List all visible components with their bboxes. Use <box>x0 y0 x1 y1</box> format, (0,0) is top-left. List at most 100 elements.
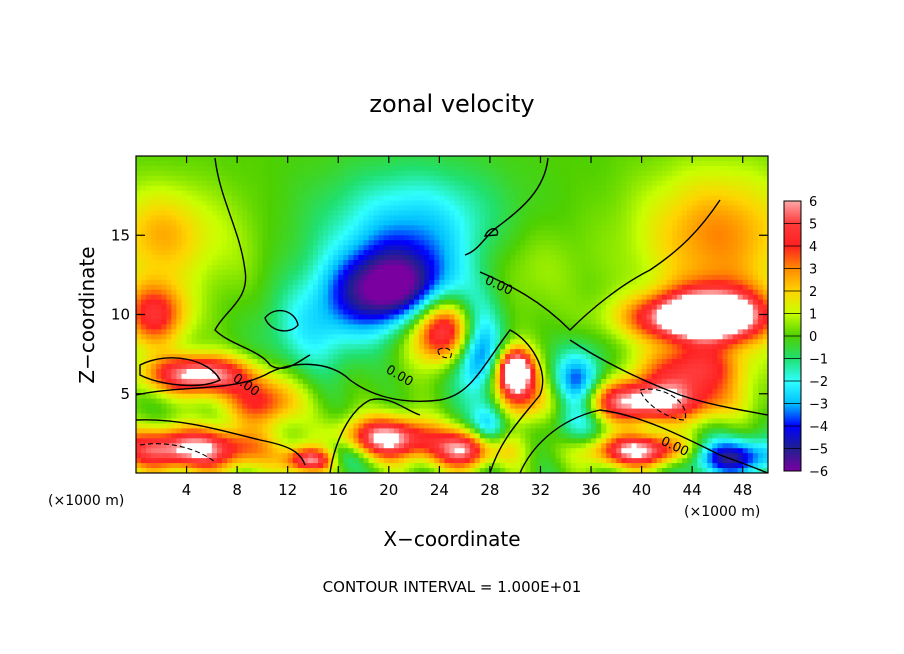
heatmap-cell <box>717 210 724 217</box>
heatmap-cell <box>479 274 486 281</box>
heatmap-cell <box>474 269 481 276</box>
heatmap-cell <box>752 165 759 172</box>
heatmap-cell <box>201 215 208 221</box>
heatmap-cell <box>752 304 759 311</box>
heatmap-cell <box>601 235 607 241</box>
heatmap-cell <box>302 299 309 306</box>
heatmap-cell <box>651 289 658 296</box>
heatmap-cell <box>191 180 198 187</box>
heatmap-cell <box>434 175 440 182</box>
heatmap-cell <box>661 245 668 251</box>
heatmap-cell <box>312 260 319 266</box>
heatmap-cell <box>257 274 263 281</box>
heatmap-cell <box>181 165 188 172</box>
heatmap-cell <box>409 309 415 316</box>
heatmap-cell <box>651 240 658 246</box>
heatmap-cell <box>161 299 167 306</box>
heatmap-cell <box>500 284 506 291</box>
heatmap-cell <box>702 215 708 221</box>
heatmap-cell <box>494 185 501 192</box>
heatmap-cell <box>515 329 521 335</box>
heatmap-cell <box>393 299 400 306</box>
heatmap-cell <box>611 294 617 301</box>
heatmap-cell <box>626 175 633 182</box>
heatmap-cell <box>191 185 198 192</box>
heatmap-cell <box>722 195 729 202</box>
heatmap-cell <box>373 279 380 286</box>
heatmap-cell <box>429 299 435 306</box>
heatmap-cell <box>747 304 754 311</box>
heatmap-cell <box>282 190 289 197</box>
heatmap-cell <box>383 314 390 321</box>
heatmap-cell <box>287 289 294 296</box>
heatmap-cell <box>591 329 597 335</box>
heatmap-cell <box>439 205 446 212</box>
heatmap-cell <box>444 165 451 172</box>
heatmap-cell <box>671 170 678 177</box>
heatmap-cell <box>292 269 299 276</box>
heatmap-cell <box>565 260 572 266</box>
heatmap-cell <box>621 200 628 207</box>
heatmap-cell <box>146 235 152 241</box>
heatmap-cell <box>292 180 299 187</box>
heatmap-cell <box>237 245 243 251</box>
heatmap-cell <box>626 309 633 316</box>
heatmap-cell <box>722 294 729 301</box>
heatmap-cell <box>206 294 213 301</box>
heatmap-cell <box>575 339 582 345</box>
heatmap-cell <box>146 314 152 321</box>
heatmap-cell <box>687 284 693 291</box>
heatmap-cell <box>555 299 562 306</box>
heatmap-cell <box>388 210 395 217</box>
heatmap-cell <box>282 260 289 266</box>
heatmap-cell <box>747 175 754 182</box>
heatmap-cell <box>307 329 314 335</box>
heatmap-cell <box>232 250 238 256</box>
heatmap-cell <box>671 190 678 197</box>
heatmap-cell <box>333 175 339 182</box>
heatmap-cell <box>641 319 648 325</box>
heatmap-cell <box>697 185 703 192</box>
heatmap-cell <box>211 274 218 281</box>
heatmap-cell <box>373 294 380 301</box>
heatmap-cell <box>237 260 243 266</box>
heatmap-cell <box>479 284 486 291</box>
heatmap-cell <box>727 260 734 266</box>
heatmap-cell <box>494 170 501 177</box>
heatmap-cell <box>403 349 410 355</box>
heatmap-cell <box>419 349 425 355</box>
heatmap-cell <box>166 175 172 182</box>
heatmap-cell <box>692 344 698 350</box>
heatmap-cell <box>484 210 491 217</box>
heatmap-cell <box>373 180 380 187</box>
heatmap-cell <box>580 329 587 335</box>
heatmap-cell <box>621 339 628 345</box>
heatmap-cell <box>206 255 213 261</box>
heatmap-cell <box>621 180 628 187</box>
heatmap-cell <box>312 349 319 355</box>
heatmap-cell <box>363 195 370 202</box>
heatmap-cell <box>510 165 516 172</box>
heatmap-cell <box>252 215 258 221</box>
heatmap-cell <box>510 255 516 261</box>
heatmap-cell <box>682 220 688 226</box>
heatmap-cell <box>727 165 734 172</box>
heatmap-cell <box>762 334 768 340</box>
heatmap-cell <box>196 344 203 350</box>
heatmap-cell <box>368 160 375 167</box>
heatmap-cell <box>262 160 269 167</box>
heatmap-cell <box>363 274 370 281</box>
heatmap-cell <box>596 220 602 226</box>
heatmap-cell <box>227 215 233 221</box>
heatmap-cell <box>646 324 653 330</box>
heatmap-cell <box>671 180 678 187</box>
heatmap-cell <box>661 215 668 221</box>
heatmap-cell <box>388 260 395 266</box>
heatmap-cell <box>287 160 294 167</box>
heatmap-cell <box>616 260 622 266</box>
heatmap-cell <box>474 225 481 231</box>
heatmap-cell <box>540 156 547 162</box>
heatmap-cell <box>186 205 193 212</box>
heatmap-cell <box>500 299 506 306</box>
heatmap-cell <box>520 334 526 340</box>
